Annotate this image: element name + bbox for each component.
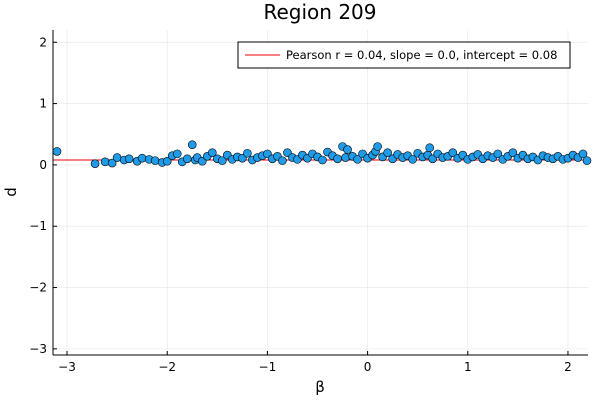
y-tick-label: 2	[39, 35, 47, 49]
data-point	[150, 156, 160, 165]
y-axis-label: d	[2, 187, 20, 197]
data-point	[187, 140, 197, 149]
data-point	[100, 157, 110, 167]
data-points	[52, 140, 592, 168]
data-point	[172, 149, 182, 159]
legend: Pearson r = 0.04, slope = 0.0, intercept…	[237, 41, 571, 69]
y-tick-label: −3	[29, 342, 47, 356]
y-tick-label: 0	[39, 158, 47, 172]
data-point	[578, 149, 588, 159]
data-point	[278, 156, 287, 165]
x-axis-label: β	[315, 378, 325, 396]
data-point	[162, 156, 172, 166]
legend-box	[237, 41, 571, 69]
legend-label: Pearson r = 0.04, slope = 0.0, intercept…	[286, 48, 557, 62]
chart-title: Region 209	[264, 0, 377, 24]
data-point	[373, 142, 382, 151]
data-point	[383, 148, 392, 157]
x-tick-label: 0	[364, 360, 372, 374]
data-point	[333, 154, 342, 164]
data-point	[137, 153, 147, 163]
data-point	[207, 148, 217, 157]
data-point	[243, 148, 252, 158]
data-point	[353, 155, 362, 164]
data-point	[343, 145, 352, 154]
data-point	[318, 155, 327, 165]
data-point	[182, 154, 192, 164]
data-point	[408, 155, 417, 164]
data-point	[218, 156, 227, 165]
data-point	[124, 154, 134, 164]
data-point	[508, 148, 518, 157]
data-point	[107, 158, 117, 168]
data-point	[341, 153, 350, 162]
data-point	[448, 148, 458, 157]
x-tick-label: 2	[564, 360, 572, 374]
y-tick-label: −1	[29, 219, 47, 233]
x-tick-labels: −3 −2 −1 0 1 2	[58, 351, 572, 374]
x-tick-label: −1	[259, 360, 277, 374]
y-tick-label: −2	[29, 281, 47, 295]
data-point	[90, 159, 100, 168]
x-tick-label: 1	[464, 360, 472, 374]
data-point	[493, 149, 503, 159]
data-point	[582, 156, 592, 165]
x-tick-label: −3	[58, 360, 76, 374]
data-point	[425, 143, 435, 153]
data-point	[52, 147, 62, 156]
y-tick-labels: −3 −2 −1 0 1 2	[29, 35, 57, 356]
x-tick-label: −2	[158, 360, 176, 374]
y-tick-label: 1	[39, 97, 47, 111]
grid-lines	[53, 30, 588, 355]
